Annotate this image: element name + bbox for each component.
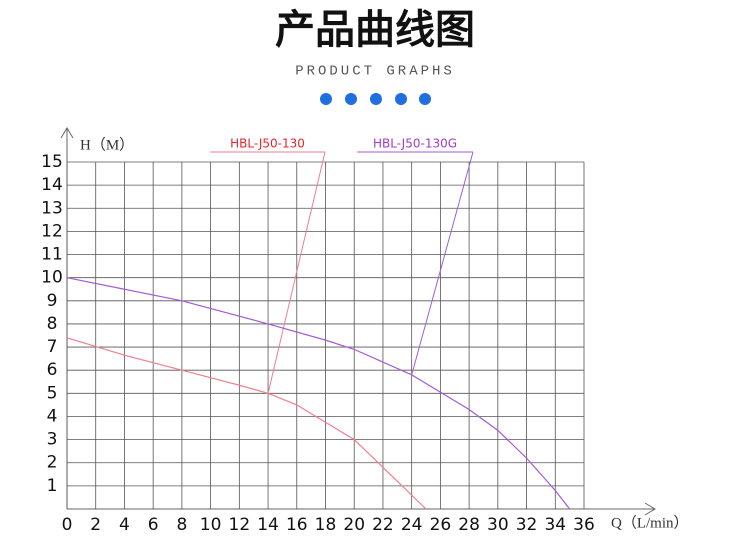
y-tick-label: 5 [47, 383, 58, 403]
x-tick-label: 2 [90, 515, 101, 535]
chart-title: 产品曲线图 [275, 7, 475, 53]
axes [60, 127, 656, 516]
x-tick-label: 28 [458, 515, 480, 535]
x-tick-label: 12 [229, 515, 251, 535]
y-tick-label: 9 [47, 291, 58, 311]
y-tick-label: 15 [41, 152, 63, 172]
decor-dots [320, 93, 431, 105]
x-tick-label: 20 [343, 515, 365, 535]
y-tick-label: 1 [47, 476, 58, 496]
y-axis-label: H（M） [80, 136, 134, 153]
y-tick-label: 13 [41, 198, 63, 218]
y-tick-label: 10 [41, 268, 63, 288]
y-tick-label: 8 [47, 314, 58, 334]
x-tick-label: 36 [573, 515, 595, 535]
y-tick-label: 6 [47, 360, 58, 380]
y-tick-label: 3 [47, 430, 58, 450]
y-tick-label: 12 [41, 221, 63, 241]
y-tick-label: 14 [41, 175, 63, 195]
x-tick-label: 14 [257, 515, 279, 535]
x-tick-label: 6 [148, 515, 159, 535]
x-tick-label: 18 [315, 515, 337, 535]
x-tick-label: 10 [200, 515, 222, 535]
x-tick-label: 24 [401, 515, 423, 535]
legend-label: HBL-J50-130 [230, 137, 305, 151]
legend-label: HBL-J50-130G [373, 137, 457, 151]
x-tick-label: 22 [372, 515, 394, 535]
series-line [66, 277, 571, 510]
leader-line [411, 151, 474, 375]
chart-subtitle: PRODUCT GRAPHS [295, 64, 455, 80]
x-tick-label: 4 [119, 515, 130, 535]
y-tick-label: 2 [47, 453, 58, 473]
x-tick-label: 30 [487, 515, 509, 535]
x-axis-label: Q（L/min） [611, 514, 689, 531]
x-tick-label: 32 [516, 515, 538, 535]
y-tick-label: 11 [41, 245, 63, 265]
series-line [66, 337, 427, 510]
x-tick-label: 8 [176, 515, 187, 535]
y-tick-label: 7 [47, 337, 58, 357]
x-tick-label: 34 [544, 515, 566, 535]
x-tick-label: 16 [286, 515, 308, 535]
y-tick-label: 4 [47, 406, 58, 426]
x-tick-label: 26 [430, 515, 452, 535]
x-tick-label: 0 [62, 515, 73, 535]
leader-line [267, 151, 326, 394]
